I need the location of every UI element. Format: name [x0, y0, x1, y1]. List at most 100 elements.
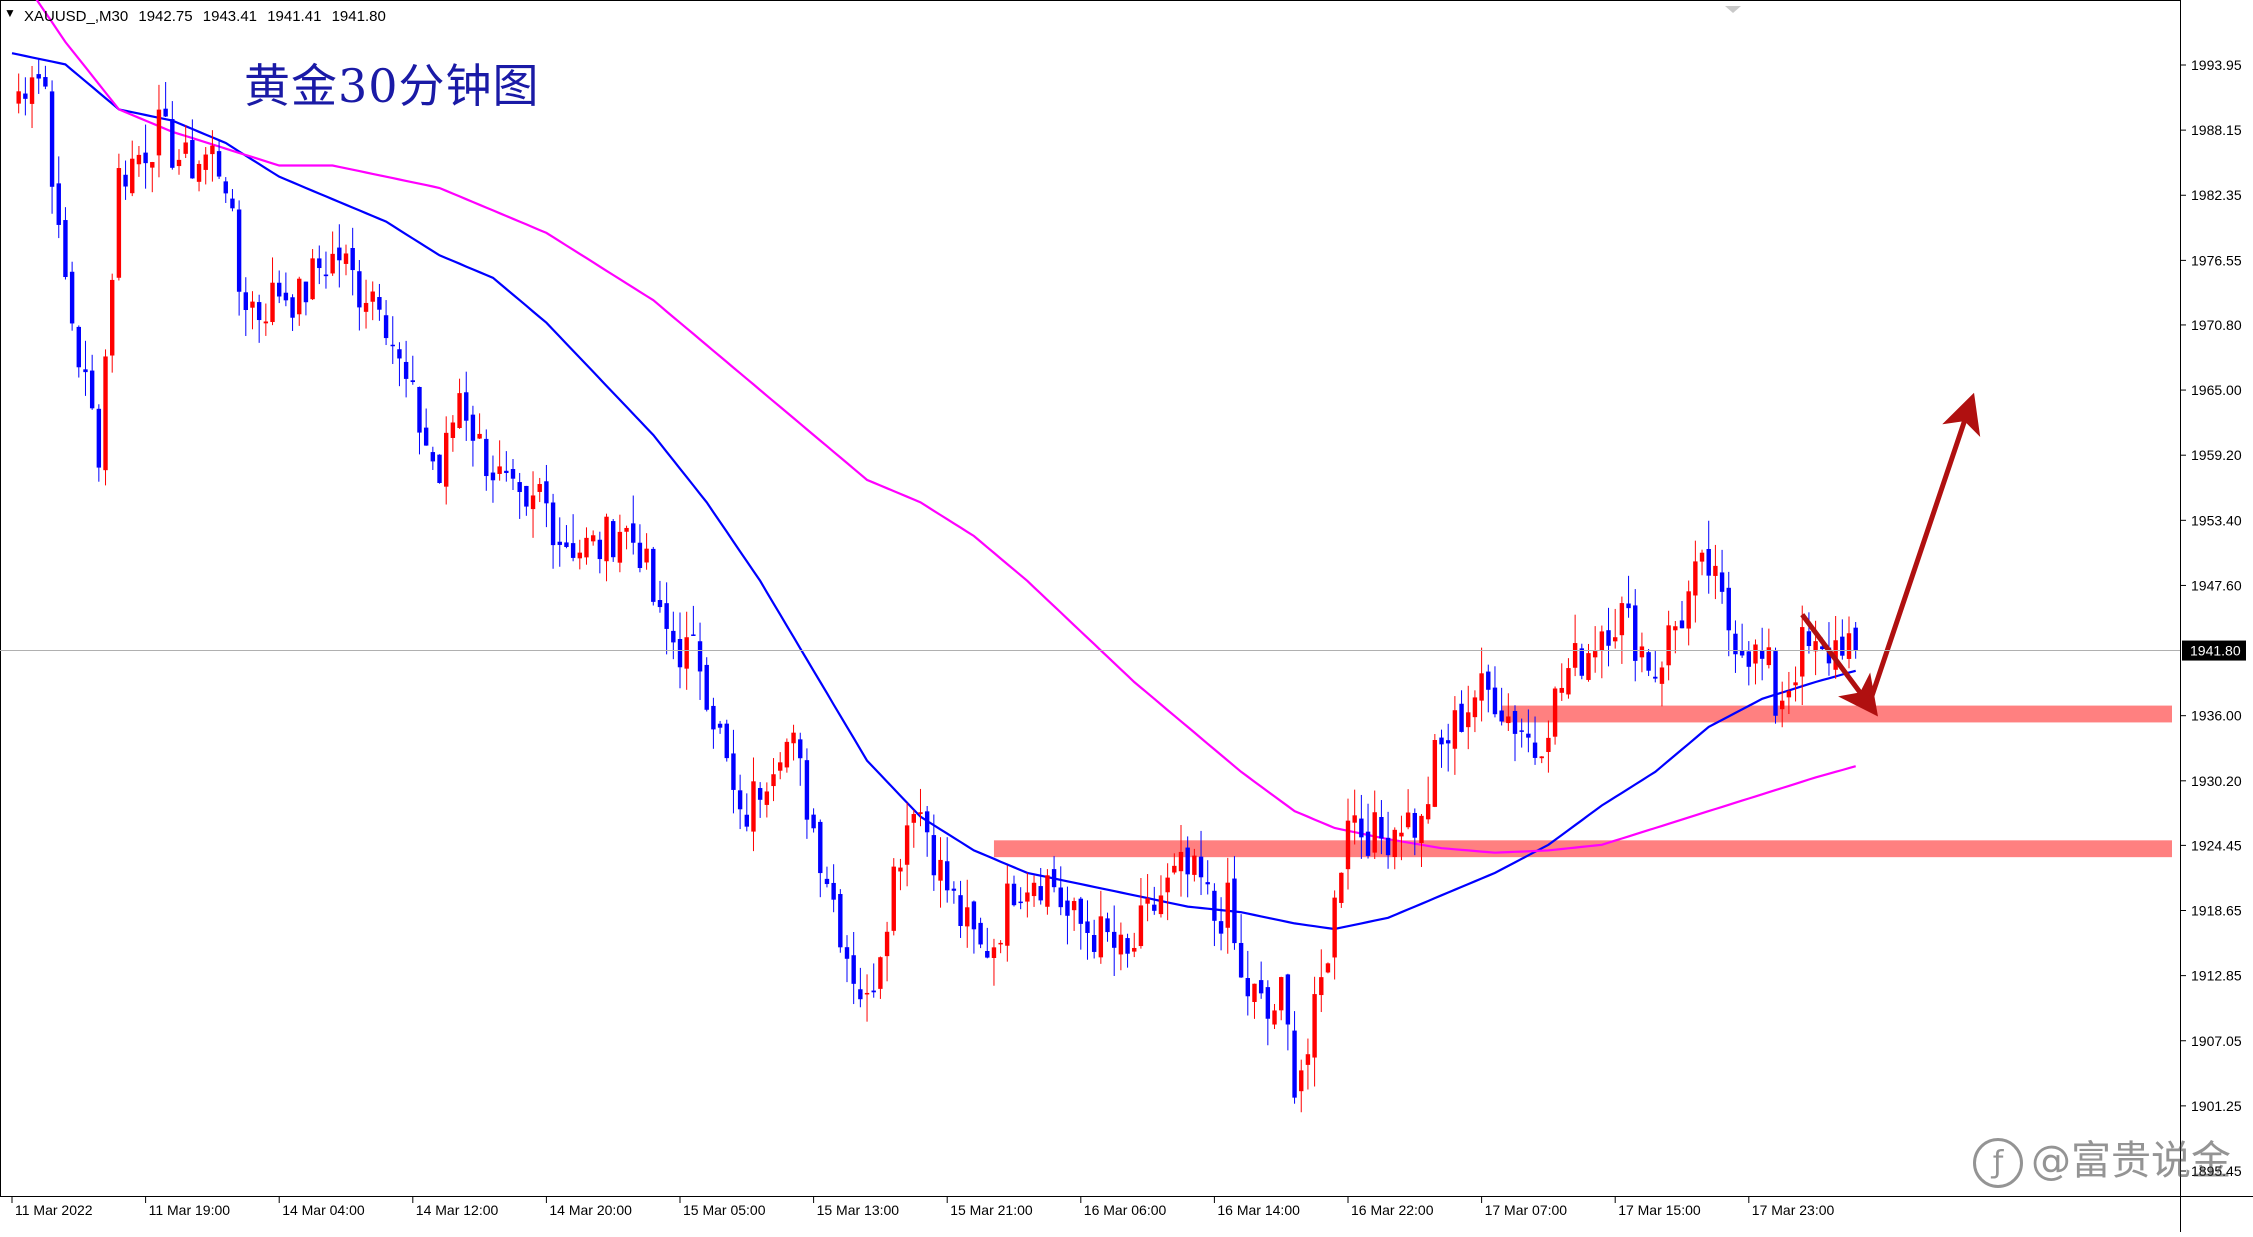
- candle: [1339, 872, 1344, 908]
- candle-body: [537, 484, 542, 492]
- candle: [1439, 729, 1444, 768]
- candle-body: [1486, 671, 1491, 690]
- candle-body: [1820, 646, 1825, 650]
- candle: [263, 303, 269, 336]
- candle: [1706, 520, 1711, 594]
- candle-body: [236, 209, 242, 292]
- candle: [69, 261, 75, 331]
- candle-body: [1192, 855, 1197, 875]
- candle: [437, 454, 442, 484]
- candle-body: [637, 542, 643, 569]
- candle: [1252, 983, 1257, 1019]
- candle: [737, 774, 743, 830]
- candle-body: [1653, 676, 1658, 679]
- candle-body: [357, 271, 362, 308]
- candle: [1192, 848, 1197, 882]
- candle-body: [664, 603, 669, 629]
- candle-body: [270, 282, 275, 323]
- candle: [444, 416, 449, 505]
- chart-menu-triangle-icon[interactable]: ▼: [4, 6, 16, 20]
- candle-body: [757, 788, 763, 800]
- candle-body: [1833, 640, 1838, 670]
- candle: [1713, 544, 1718, 600]
- x-tick-label: 16 Mar 06:00: [1084, 1202, 1167, 1218]
- candle: [236, 200, 242, 316]
- candle-body: [751, 781, 756, 832]
- candle-body: [1512, 710, 1518, 734]
- candle: [103, 349, 108, 486]
- candle-body: [1633, 605, 1638, 661]
- candle-body: [263, 321, 269, 324]
- candle: [611, 519, 616, 562]
- candle: [1452, 696, 1458, 775]
- candle: [590, 530, 596, 546]
- candle: [23, 77, 28, 116]
- candle-body: [744, 814, 749, 827]
- candle-body: [1385, 837, 1391, 856]
- candle: [1319, 949, 1324, 1013]
- support-zone-2: [993, 840, 2173, 858]
- candle-body: [657, 600, 663, 608]
- candle-body: [1466, 712, 1471, 728]
- candle: [1486, 664, 1491, 713]
- candle: [1646, 648, 1651, 677]
- close-value: 1941.80: [331, 8, 386, 25]
- candle: [136, 145, 142, 177]
- candle: [1225, 857, 1230, 954]
- candle-body: [1639, 646, 1645, 658]
- candle: [1466, 685, 1471, 750]
- candle-body: [1619, 603, 1625, 636]
- candle-body: [544, 481, 549, 504]
- candle: [470, 405, 476, 467]
- candle-body: [1058, 887, 1063, 908]
- candle-body: [1552, 688, 1558, 737]
- y-tick-label: 1970.80: [2191, 317, 2242, 333]
- candle-body: [1051, 869, 1057, 888]
- candle-body: [1319, 977, 1324, 996]
- candle-body: [1526, 733, 1531, 738]
- candle-body: [1566, 668, 1571, 695]
- candle-body: [444, 432, 449, 487]
- candle: [1833, 615, 1838, 679]
- y-tick-label: 1993.95: [2191, 57, 2242, 73]
- candle: [1345, 798, 1351, 890]
- candle-body: [904, 825, 910, 865]
- candle: [1693, 540, 1698, 623]
- candle-body: [1579, 648, 1584, 676]
- shift-marker-icon[interactable]: [1725, 6, 1741, 13]
- candle-body: [337, 247, 342, 261]
- candle: [1011, 875, 1017, 907]
- candle: [1633, 589, 1638, 682]
- candle-body: [844, 947, 850, 959]
- candle-body: [1212, 890, 1217, 921]
- candle: [757, 782, 763, 818]
- candle-body: [116, 168, 122, 278]
- candle: [831, 864, 836, 913]
- candle: [1285, 973, 1291, 1051]
- candle: [1726, 571, 1731, 657]
- candle: [938, 837, 943, 908]
- candle: [1091, 919, 1097, 959]
- candle: [1018, 887, 1023, 910]
- candle: [891, 858, 896, 936]
- candle-body: [43, 77, 48, 87]
- candle-body: [550, 502, 556, 546]
- candle: [1492, 666, 1498, 718]
- candle-body: [230, 198, 235, 209]
- candle: [1579, 643, 1584, 680]
- candle-body: [871, 990, 876, 993]
- candle: [1459, 690, 1464, 733]
- candle: [898, 858, 903, 891]
- candle: [1332, 890, 1337, 980]
- candle: [1840, 619, 1845, 660]
- candle-body: [350, 247, 355, 271]
- candle-body: [684, 637, 689, 669]
- candle-body: [170, 119, 175, 168]
- x-tick-label: 16 Mar 14:00: [1217, 1202, 1300, 1218]
- candle: [985, 927, 990, 959]
- candle-body: [1492, 687, 1498, 715]
- candle: [965, 879, 970, 948]
- candle-body: [63, 220, 68, 278]
- candle: [1279, 976, 1284, 1021]
